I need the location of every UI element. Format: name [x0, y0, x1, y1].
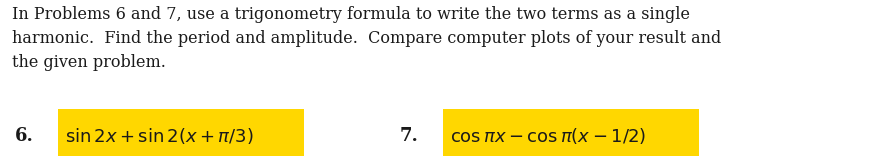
Text: 6.: 6. [15, 127, 33, 145]
Text: In Problems 6 and 7, use a trigonometry formula to write the two terms as a sing: In Problems 6 and 7, use a trigonometry … [12, 6, 722, 71]
Text: $\sin 2x + \sin 2(x + \pi/3)$: $\sin 2x + \sin 2(x + \pi/3)$ [64, 126, 253, 146]
Text: 7.: 7. [400, 127, 418, 145]
Text: $\cos \pi x - \cos \pi(x - 1/2)$: $\cos \pi x - \cos \pi(x - 1/2)$ [450, 126, 646, 146]
FancyBboxPatch shape [443, 109, 699, 157]
FancyBboxPatch shape [58, 109, 304, 157]
